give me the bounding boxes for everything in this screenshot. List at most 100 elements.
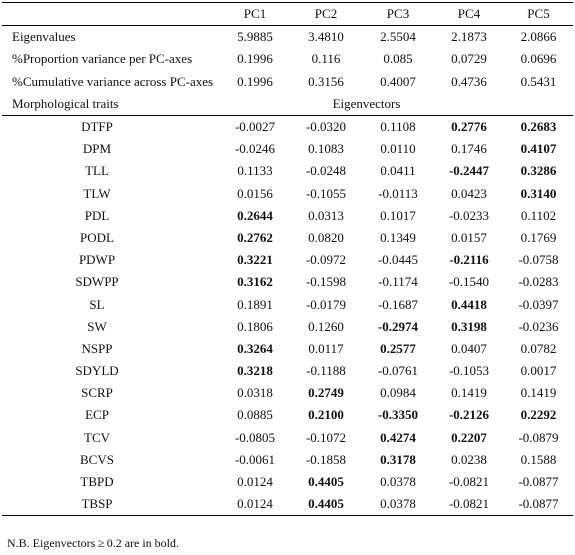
trait-row: BCVS -0.0061 -0.1858 0.3178 0.0238 0.1588 (2, 449, 573, 471)
eigenvector-cell: -0.0805 (234, 429, 276, 445)
summary-row: %Cumulative variance across PC-axes 0.199… (2, 71, 573, 93)
eigenvector-cell: -0.0445 (377, 252, 419, 268)
summary-cell: 5.9885 (237, 29, 273, 45)
header-cell-pc1: PC1 (220, 1, 290, 27)
trait-name: SDYLD (75, 363, 119, 379)
trait-row: ECP 0.0885 0.2100 -0.3350 -0.2126 0.2292 (2, 404, 573, 426)
eigenvector-cell: -0.0761 (377, 363, 419, 379)
eigenvector-cell: -0.0758 (518, 252, 559, 268)
eigenvector-cell: -0.0397 (518, 296, 559, 312)
header-cell-blank (2, 1, 220, 27)
summary-cell: 3.4810 (308, 29, 344, 45)
eigenvector-cell: 0.3162 (237, 274, 273, 290)
summary-cell: 0.3156 (308, 73, 344, 89)
eigenvector-cell: 0.1806 (237, 318, 273, 334)
trait-row: TLW 0.0156 -0.1055 -0.0113 0.0423 0.3140 (2, 183, 573, 205)
eigenvector-cell: -0.0283 (518, 274, 559, 290)
trait-row: SL 0.1891 -0.0179 -0.1687 0.4418 -0.0397 (2, 293, 573, 315)
eigenvector-cell: 0.0885 (237, 407, 273, 423)
summary-cell: 0.1996 (237, 51, 273, 67)
trait-row: SDWPP 0.3162 -0.1598 -0.1174 -0.1540 -0.0283 (2, 271, 573, 293)
eigenvector-cell: 0.2762 (237, 229, 273, 245)
eigenvector-cell: 0.0124 (237, 474, 273, 490)
trait-row: TBSP 0.0124 0.4405 0.0378 -0.0821 -0.0877 (2, 493, 573, 517)
eigenvector-cell: -0.1687 (377, 296, 419, 312)
eigenvector-cell: 0.1349 (380, 229, 416, 245)
trait-row: DPM -0.0246 0.1083 0.0110 0.1746 0.4107 (2, 138, 573, 160)
trait-name: TCV (84, 429, 110, 445)
trait-name: SW (87, 318, 107, 334)
trait-row: SCRP 0.0318 0.2749 0.0984 0.1419 0.1419 (2, 382, 573, 404)
eigenvector-cell: -0.2447 (448, 163, 490, 179)
eigenvector-cell: 0.1419 (451, 385, 487, 401)
summary-cell: 0.4007 (380, 73, 416, 89)
trait-name: DTFP (81, 119, 113, 135)
eigenvector-cell: 0.4274 (380, 429, 416, 445)
eigenvector-cell: -0.0236 (518, 318, 559, 334)
summary-cell: 0.5431 (520, 73, 557, 89)
summary-cell: 2.0866 (520, 29, 557, 45)
eigenvector-cell: 0.4405 (308, 474, 344, 490)
eigenvector-cell: 0.0117 (308, 340, 344, 356)
eigenvector-cell: 0.3198 (451, 318, 487, 334)
eigenvector-cell: -0.0027 (234, 119, 276, 135)
eigenvector-cell: 0.3221 (237, 252, 273, 268)
header-cell-pc5: PC5 (504, 1, 573, 27)
trait-row: SW 0.1806 0.1260 -0.2974 0.3198 -0.0236 (2, 316, 573, 338)
summary-cell: 0.0729 (451, 51, 487, 67)
eigenvector-cell: 0.3178 (380, 451, 416, 467)
summary-cell: 0.085 (383, 51, 413, 67)
eigenvector-cell: -0.1188 (306, 363, 346, 379)
summary-row-label: %Proportion variance per PC-axes (12, 51, 193, 67)
eigenvector-cell: 0.3264 (237, 340, 273, 356)
eigenvector-cell: 0.1108 (380, 119, 416, 135)
eigenvector-cell: -0.1598 (305, 274, 347, 290)
trait-name: PODL (80, 229, 114, 245)
eigenvector-cell: 0.1133 (237, 163, 273, 179)
trait-name: DPM (82, 141, 112, 157)
header-row: PC1 PC2 PC3 PC4 PC5 (2, 1, 573, 27)
eigenvector-cell: 0.0820 (308, 229, 344, 245)
eigenvector-cell: 0.0110 (380, 141, 416, 157)
trait-row: TCV -0.0805 -0.1072 0.4274 0.2207 -0.0879 (2, 427, 573, 449)
eigenvector-cell: -0.0113 (378, 185, 418, 201)
trait-name: TLL (85, 163, 109, 179)
eigenvector-cell: -0.0821 (448, 474, 490, 490)
eigenvector-cell: -0.0061 (234, 451, 276, 467)
summary-cell: 0.1996 (237, 73, 273, 89)
eigenvector-cell: 0.3140 (520, 185, 557, 201)
eigenvector-cell: -0.0879 (518, 429, 559, 445)
eigenvector-cell: -0.0877 (504, 493, 573, 517)
eigenvector-cell: 0.2207 (451, 429, 487, 445)
eigenvector-cell: -0.0821 (434, 493, 504, 517)
summary-row-label: %Cumulative variance across PC-axes (12, 73, 214, 89)
eigenvector-cell: 0.1419 (520, 385, 557, 401)
header-cell-pc4: PC4 (434, 1, 504, 27)
header-cell-pc3: PC3 (362, 1, 434, 27)
trait-name: PDWP (78, 252, 116, 268)
eigenvector-cell: 0.1588 (520, 451, 557, 467)
eigenvector-cell: -0.0233 (448, 207, 490, 223)
section-values-label: Eigenvectors (220, 92, 573, 116)
eigenvector-cell: 0.0124 (220, 493, 290, 517)
trait-name: SL (89, 296, 105, 312)
eigenvector-cell: -0.1053 (448, 363, 490, 379)
summary-row: Eigenvalues 5.9885 3.4810 2.5504 2.1873 2.086… (2, 26, 573, 49)
eigenvector-cell: 0.4418 (451, 296, 487, 312)
eigenvector-cell: -0.1858 (305, 451, 347, 467)
eigenvector-cell: 0.0378 (380, 474, 416, 490)
eigenvector-cell: 0.0318 (237, 385, 273, 401)
trait-name: TBSP (2, 493, 220, 517)
header-cell-pc2: PC2 (290, 1, 362, 27)
eigenvector-cell: -0.2116 (449, 252, 489, 268)
eigenvector-cell: 0.1746 (451, 141, 487, 157)
eigenvector-cell: -0.3350 (377, 407, 419, 423)
eigenvector-cell: 0.0238 (451, 451, 487, 467)
pca-table-container: PC1 PC2 PC3 PC4 PC5 Eigenvalues 5.9885 3.4… (2, 1, 573, 517)
eigenvector-cell: -0.0877 (518, 474, 559, 490)
trait-name: NSPP (81, 340, 113, 356)
trait-name: TBPD (80, 474, 114, 490)
trait-row: PODL 0.2762 0.0820 0.1349 0.0157 0.1769 (2, 227, 573, 249)
trait-name: TLW (83, 185, 111, 201)
eigenvector-cell: 0.2776 (451, 119, 487, 135)
